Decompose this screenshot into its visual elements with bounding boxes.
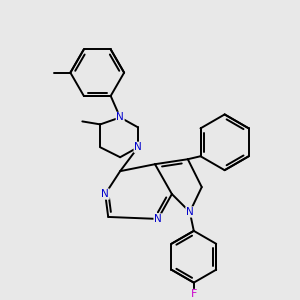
Text: N: N	[134, 142, 142, 152]
Text: N: N	[186, 207, 194, 217]
Text: N: N	[101, 189, 109, 199]
Text: N: N	[154, 214, 162, 224]
Text: N: N	[116, 112, 124, 122]
Text: F: F	[190, 289, 197, 299]
